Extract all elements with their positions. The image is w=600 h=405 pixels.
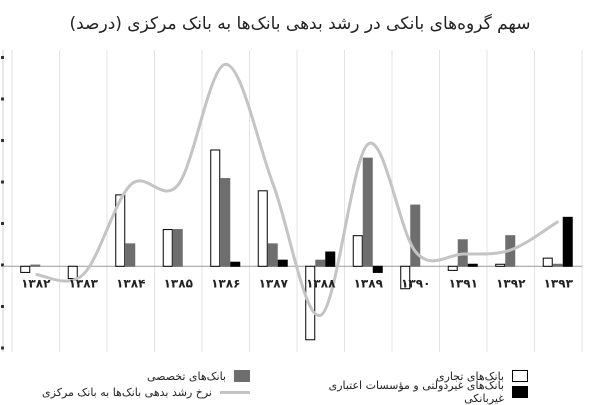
- legend-item-private: بانک‌های غیردولتی و مؤسسات اعتباری غیربا…: [288, 379, 528, 405]
- bar-commercial: [400, 265, 411, 290]
- y-tick-mark: [1, 305, 4, 308]
- bar-commercial: [20, 265, 31, 273]
- bar-specialized: [410, 204, 421, 267]
- legend-item-specialized: بانک‌های تخصصی: [20, 368, 250, 384]
- bar-commercial: [257, 190, 268, 267]
- bar-commercial: [447, 265, 458, 271]
- bar-specialized: [30, 264, 41, 267]
- legend-label-growth-rate: نرخ رشد بدهی بانک‌ها به بانک مرکزی: [42, 385, 212, 399]
- x-tick-label: ۱۳۹۱: [449, 276, 478, 290]
- legend-item-commercial: بانک‌های تجاری: [288, 368, 528, 384]
- bar-specialized: [125, 243, 136, 267]
- x-tick-label: ۱۳۸۶: [211, 276, 240, 290]
- y-tick-mark: [1, 180, 4, 184]
- y-tick-mark: [1, 56, 4, 59]
- bar-private: [467, 263, 478, 267]
- y-tick-mark: [1, 346, 4, 350]
- bar-commercial: [67, 265, 78, 280]
- bar-specialized: [552, 263, 563, 267]
- x-tick-label: ۱۳۸۹: [354, 276, 384, 290]
- x-tick-label: ۱۳۸۳: [69, 276, 99, 290]
- x-tick-label: ۱۳۹۰: [401, 276, 430, 290]
- legend-label-commercial: بانک‌های تجاری: [435, 369, 504, 383]
- bar-specialized: [172, 229, 183, 267]
- x-tick-label: ۱۳۸۷: [259, 276, 289, 290]
- legend-line-growth-rate: [220, 390, 250, 394]
- x-tick-label: ۱۳۸۲: [21, 276, 51, 290]
- legend-label-private: بانک‌های غیردولتی و مؤسسات اعتباری غیربا…: [328, 379, 504, 405]
- line-growth-rate: [35, 62, 560, 317]
- bar-commercial: [162, 229, 173, 267]
- y-tick-mark: [1, 97, 4, 101]
- bar-specialized: [267, 243, 278, 267]
- bar-commercial: [352, 235, 363, 267]
- bar-private: [325, 251, 336, 267]
- bar-private: [562, 216, 573, 267]
- bar-specialized: [362, 157, 373, 267]
- bar-private: [230, 261, 241, 267]
- legend-swatch-private: [512, 386, 528, 398]
- bar-commercial: [542, 257, 553, 267]
- bar-commercial: [210, 149, 221, 267]
- y-tick-mark: [1, 222, 4, 225]
- legend-label-specialized: بانک‌های تخصصی: [147, 369, 226, 383]
- x-tick-label: ۱۳۹۲: [496, 276, 526, 290]
- legend-swatch-specialized: [234, 370, 250, 382]
- y-tick-mark: [1, 263, 4, 267]
- legend-2: بانک‌های تخصصی نرخ رشد بدهی بانک‌ها به ب…: [20, 368, 250, 400]
- x-tick-label: ۱۳۸۸: [306, 276, 336, 290]
- bar-private: [372, 265, 383, 273]
- bar-commercial: [495, 263, 506, 267]
- bar-private: [277, 259, 288, 267]
- legend-item-growth-rate: نرخ رشد بدهی بانک‌ها به بانک مرکزی: [20, 384, 250, 400]
- x-tick-label: ۱۳۹۳: [544, 276, 574, 290]
- y-tick-mark: [1, 139, 4, 142]
- legend: بانک‌های تجاری بانک‌های غیردولتی و مؤسسا…: [288, 368, 528, 405]
- legend-swatch-commercial: [512, 370, 528, 382]
- bar-specialized: [315, 259, 326, 267]
- bar-commercial: [115, 194, 126, 267]
- chart-title: سهم گروه‌های بانکی در رشد بدهی بانک‌ها ب…: [69, 14, 531, 34]
- bar-specialized: [220, 178, 231, 267]
- x-tick-label: ۱۳۸۴: [116, 276, 145, 290]
- x-tick-label: ۱۳۸۵: [164, 276, 193, 290]
